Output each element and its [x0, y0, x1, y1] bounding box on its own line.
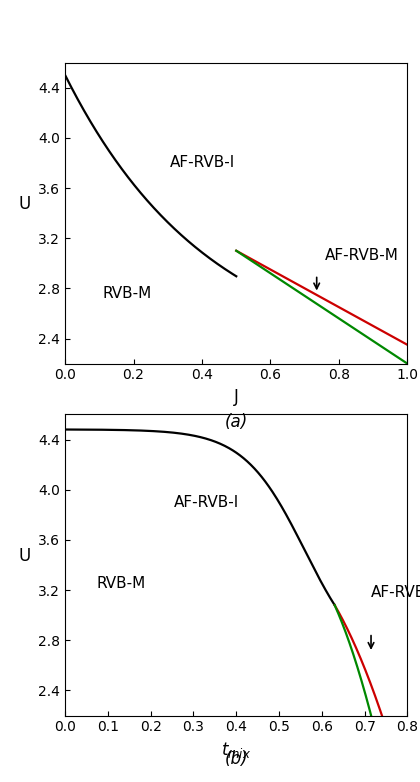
Text: AF-RVB-I: AF-RVB-I: [169, 156, 235, 170]
Text: RVB-M: RVB-M: [96, 576, 145, 591]
Y-axis label: U: U: [18, 547, 31, 565]
Text: AF-RVB-M: AF-RVB-M: [325, 248, 399, 264]
Text: AF-RVB-M: AF-RVB-M: [371, 585, 420, 600]
Text: (a): (a): [225, 413, 248, 432]
Text: (b): (b): [225, 749, 248, 768]
Text: AF-RVB-I: AF-RVB-I: [174, 495, 239, 510]
X-axis label: $t_{mix}$: $t_{mix}$: [221, 740, 251, 760]
Y-axis label: U: U: [18, 195, 31, 213]
X-axis label: J: J: [234, 388, 239, 406]
Text: RVB-M: RVB-M: [102, 286, 151, 301]
